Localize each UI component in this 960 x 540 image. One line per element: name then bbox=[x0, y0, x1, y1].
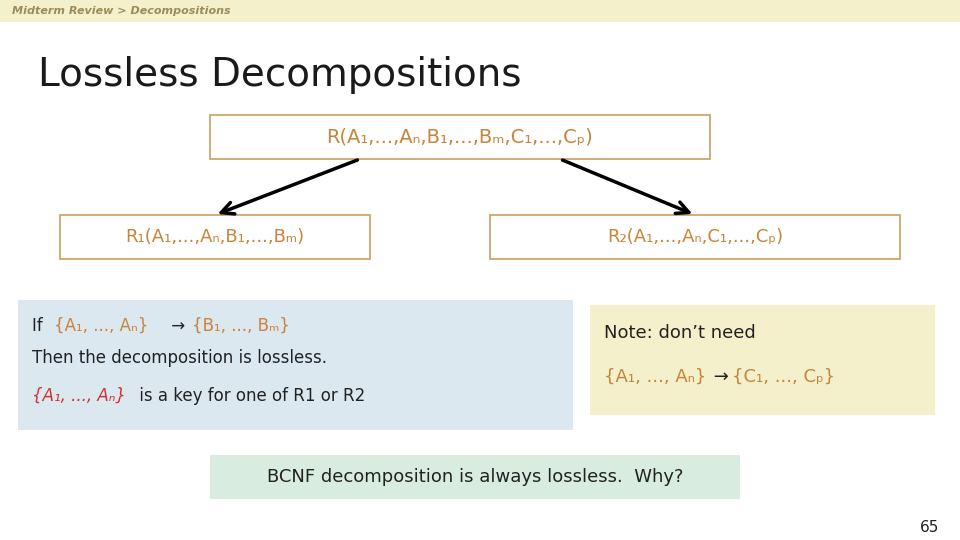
Text: R(A₁,...,Aₙ,B₁,...,Bₘ,C₁,...,Cₚ): R(A₁,...,Aₙ,B₁,...,Bₘ,C₁,...,Cₚ) bbox=[326, 127, 593, 146]
Text: R₁(A₁,...,Aₙ,B₁,...,Bₘ): R₁(A₁,...,Aₙ,B₁,...,Bₘ) bbox=[126, 228, 304, 246]
Text: →: → bbox=[708, 368, 734, 386]
Text: 65: 65 bbox=[921, 521, 940, 536]
Bar bbox=[210, 115, 710, 159]
Bar bbox=[210, 455, 740, 499]
Bar bbox=[490, 215, 900, 259]
Text: is a key for one of R1 or R2: is a key for one of R1 or R2 bbox=[134, 387, 365, 405]
Text: R₂(A₁,...,Aₙ,C₁,...,Cₚ): R₂(A₁,...,Aₙ,C₁,...,Cₚ) bbox=[607, 228, 783, 246]
Bar bbox=[590, 305, 935, 415]
Text: BCNF decomposition is always lossless.  Why?: BCNF decomposition is always lossless. W… bbox=[267, 468, 684, 486]
Bar bbox=[18, 300, 573, 430]
Text: Midterm Review > Decompositions: Midterm Review > Decompositions bbox=[12, 6, 230, 16]
Text: {A₁, ..., Aₙ}: {A₁, ..., Aₙ} bbox=[32, 387, 126, 405]
Bar bbox=[60, 215, 370, 259]
Text: {A₁, ..., Aₙ}: {A₁, ..., Aₙ} bbox=[604, 368, 707, 386]
Text: Lossless Decompositions: Lossless Decompositions bbox=[38, 56, 521, 94]
Text: →: → bbox=[166, 317, 190, 335]
Text: {A₁, ..., Aₙ}: {A₁, ..., Aₙ} bbox=[54, 317, 149, 335]
Text: Then the decomposition is lossless.: Then the decomposition is lossless. bbox=[32, 349, 327, 367]
Text: {C₁, ..., Cₚ}: {C₁, ..., Cₚ} bbox=[732, 368, 835, 386]
Text: {B₁, ..., Bₘ}: {B₁, ..., Bₘ} bbox=[192, 317, 290, 335]
Text: If: If bbox=[32, 317, 53, 335]
Text: Note: don’t need: Note: don’t need bbox=[604, 324, 756, 342]
Bar bbox=[0, 0, 960, 22]
